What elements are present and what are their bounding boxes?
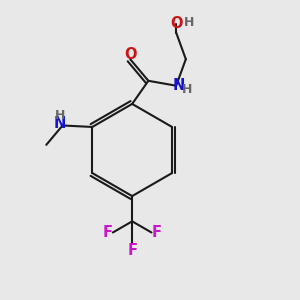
Text: H: H [184, 16, 194, 29]
Text: H: H [55, 109, 65, 122]
Text: F: F [127, 243, 137, 258]
Text: F: F [152, 225, 162, 240]
Text: O: O [124, 47, 136, 62]
Text: H: H [182, 83, 193, 96]
Text: F: F [103, 225, 112, 240]
Text: N: N [172, 78, 185, 93]
Text: O: O [170, 16, 182, 31]
Text: N: N [54, 116, 66, 131]
